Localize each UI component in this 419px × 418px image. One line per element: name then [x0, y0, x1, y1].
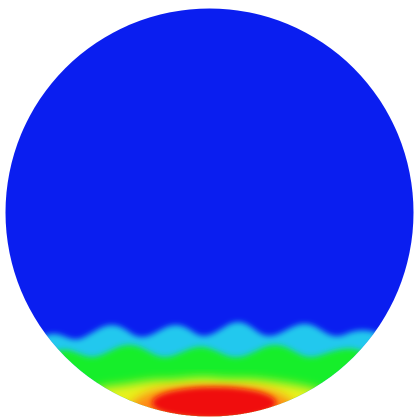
high-value-core [152, 387, 276, 417]
